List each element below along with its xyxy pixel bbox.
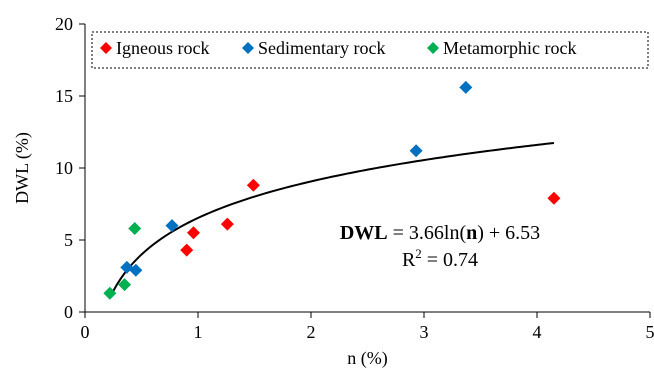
x-tick-label: 1 [194, 322, 203, 342]
equation-intercept: ) + 6.53 [477, 222, 540, 244]
y-tick-label: 15 [55, 86, 73, 106]
log-trendline [108, 141, 555, 299]
igneous-legend-label: Igneous rock [116, 38, 209, 58]
x-axis-ticks: 0 1 2 3 4 5 [81, 312, 654, 342]
y-tick-label: 0 [64, 302, 73, 322]
r2-superscript: 2 [415, 246, 422, 261]
igneous-legend-marker [100, 42, 112, 54]
y-tick-label: 5 [64, 230, 73, 250]
trendline-equation: DWL = 3.66ln(n) + 6.53 R2 = 0.74 [340, 222, 540, 271]
r2-prefix: R [402, 249, 416, 271]
sedimentary-data-point [129, 263, 143, 277]
data-points [103, 80, 561, 300]
igneous-data-point [186, 226, 200, 240]
metamorphic-data-point [118, 278, 132, 292]
x-tick-label: 5 [646, 322, 654, 342]
r-squared-text: R2 = 0.74 [402, 246, 478, 271]
equation-coeff: = 3.66ln( [388, 222, 467, 244]
x-tick-label: 4 [533, 322, 542, 342]
metamorphic-data-point [103, 286, 117, 300]
sedimentary-data-point [409, 144, 423, 158]
igneous-data-point [547, 191, 561, 205]
metamorphic-legend-label: Metamorphic rock [443, 38, 576, 58]
x-axis-title: n (%) [347, 348, 387, 369]
legend: Igneous rock Sedimentary rock Metamorphic … [91, 31, 649, 69]
x-tick-label: 0 [81, 322, 90, 342]
igneous-data-point [220, 217, 234, 231]
y-tick-label: 10 [55, 158, 73, 178]
igneous-data-point [246, 178, 260, 192]
x-tick-label: 3 [420, 322, 429, 342]
sedimentary-data-point [459, 80, 473, 94]
metamorphic-legend-marker [427, 42, 439, 54]
sedimentary-legend-label: Sedimentary rock [258, 38, 385, 58]
equation-n: n [466, 222, 477, 244]
sedimentary-data-point [165, 219, 179, 233]
metamorphic-data-point [128, 221, 142, 235]
equation-dwl: DWL [340, 222, 388, 244]
r2-value: = 0.74 [422, 249, 478, 271]
legend-box [91, 31, 649, 69]
sedimentary-legend-marker [242, 42, 254, 54]
equation-text: DWL = 3.66ln(n) + 6.53 [340, 222, 540, 244]
y-axis-title: DWL (%) [12, 132, 33, 204]
igneous-data-point [180, 243, 194, 257]
x-tick-label: 2 [307, 322, 316, 342]
y-tick-label: 20 [55, 14, 73, 34]
y-axis-ticks: 0 5 10 15 20 [55, 14, 85, 322]
